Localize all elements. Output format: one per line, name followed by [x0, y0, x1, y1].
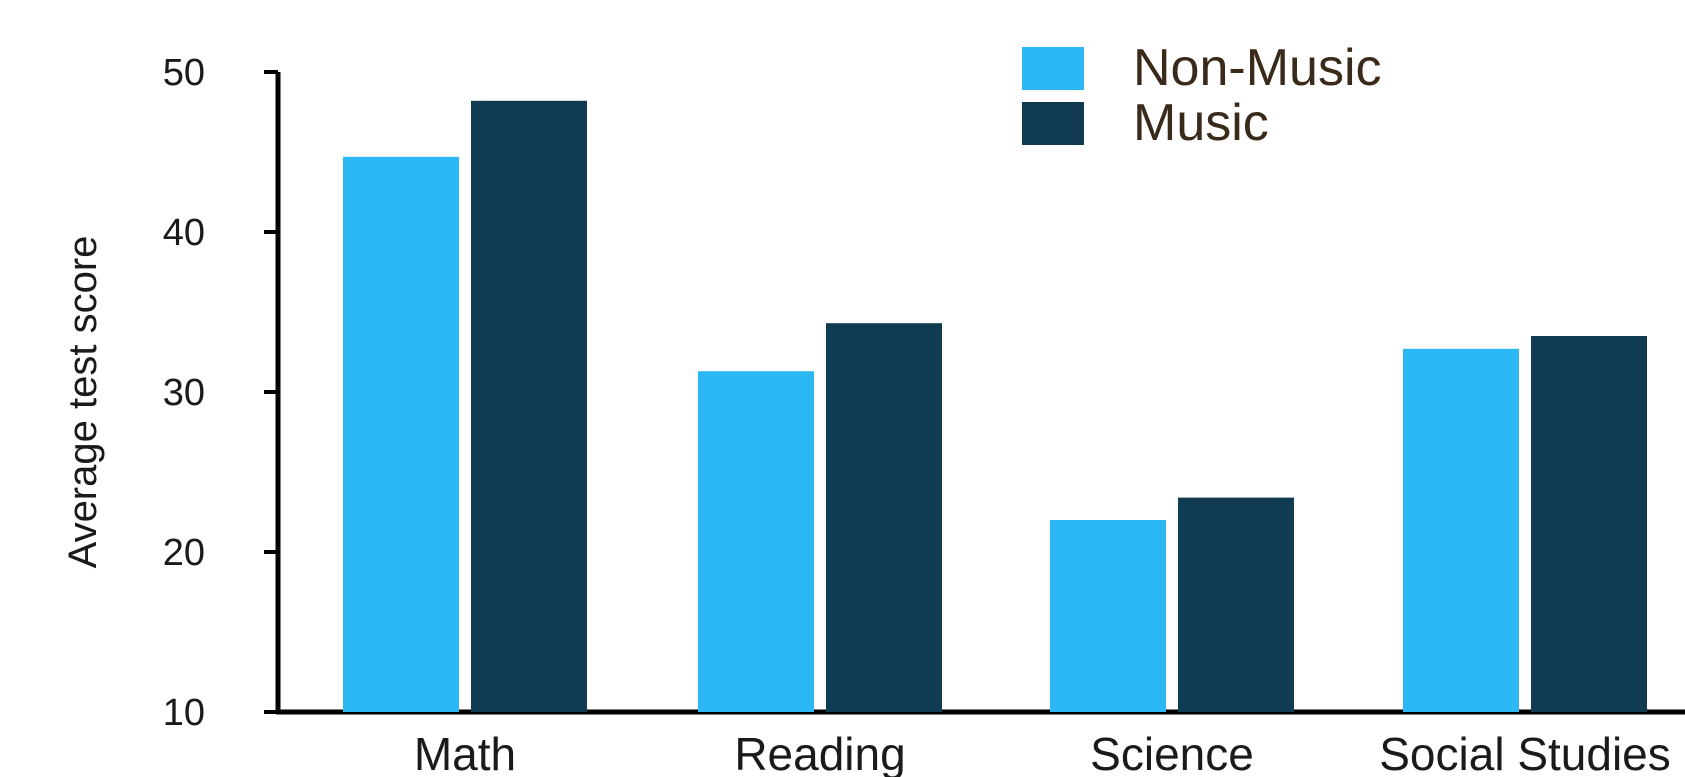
bar-non-music-reading — [698, 371, 814, 712]
legend-label: Non-Music — [1133, 39, 1382, 97]
y-tick-label: 20 — [163, 532, 205, 574]
x-category-label: Math — [414, 728, 516, 777]
x-category-label: Reading — [734, 728, 905, 777]
legend-label: Music — [1133, 94, 1269, 152]
bar-music-science — [1178, 497, 1294, 712]
bars-group — [343, 100, 1647, 713]
bar-non-music-science — [1050, 520, 1166, 712]
bar-music-social-studies — [1531, 336, 1647, 712]
bar-non-music-math — [343, 156, 459, 713]
y-tick-label: 30 — [163, 372, 205, 414]
y-axis-title: Average test score — [61, 236, 105, 569]
bar-music-math — [471, 100, 587, 713]
y-tick-label: 40 — [163, 212, 205, 254]
y-axis-ticks: 10 20 30 40 50 — [163, 52, 278, 734]
legend-swatch — [1022, 47, 1084, 90]
legend-swatch — [1022, 102, 1084, 145]
x-category-label: Social Studies — [1379, 728, 1671, 777]
y-tick-label: 10 — [163, 692, 205, 734]
bar-non-music-social-studies — [1403, 348, 1519, 712]
bar-music-reading — [826, 323, 942, 712]
y-tick-label: 50 — [163, 52, 205, 94]
x-axis-category-labels: Math Reading Science Social Studies — [414, 728, 1671, 777]
x-category-label: Science — [1090, 728, 1254, 777]
